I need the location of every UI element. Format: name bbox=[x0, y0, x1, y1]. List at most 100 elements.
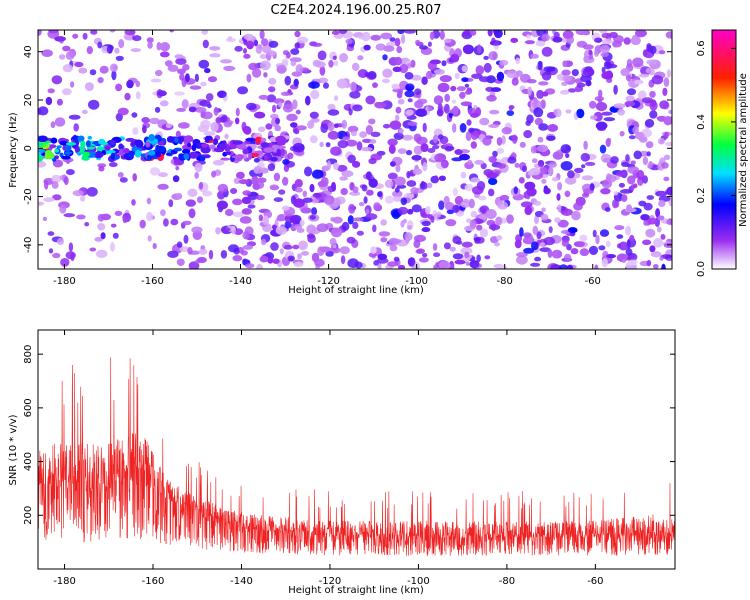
spectrogram-cell bbox=[232, 255, 243, 262]
spectrogram-cell bbox=[383, 45, 395, 52]
spectrogram-cell bbox=[583, 140, 588, 150]
spectrogram-signal-cell bbox=[174, 137, 179, 143]
snr-x-tick-label: -80 bbox=[499, 576, 515, 587]
spectrogram-cell bbox=[54, 36, 66, 42]
spectrogram-cell bbox=[459, 153, 470, 161]
spectrogram-cell bbox=[415, 39, 421, 45]
spectrogram-cell bbox=[117, 107, 129, 116]
spectrogram-signal-cell bbox=[61, 155, 71, 160]
spectrogram-cell bbox=[175, 166, 180, 171]
spectrogram-cell bbox=[330, 217, 335, 222]
spectrogram-cell bbox=[506, 214, 514, 224]
spectrogram-signal-cell bbox=[260, 142, 269, 148]
spectrogram-signal-cell bbox=[232, 140, 244, 145]
spectrogram-cell bbox=[444, 103, 450, 114]
spectrogram-cell bbox=[557, 181, 563, 191]
spectrogram-cell bbox=[387, 172, 398, 180]
spectrogram-cell bbox=[461, 65, 468, 73]
spectrogram-cell bbox=[68, 114, 81, 120]
spectrogram-cell bbox=[452, 123, 457, 133]
spectrogram-cell bbox=[352, 186, 359, 194]
spectrogram-cell bbox=[425, 206, 431, 215]
spectrogram-cell bbox=[421, 220, 431, 227]
spectrogram-cell bbox=[567, 170, 575, 179]
spectrogram-cell bbox=[280, 91, 291, 97]
spectrogram-cell bbox=[391, 83, 400, 90]
spectrogram-cell bbox=[414, 234, 426, 242]
spectrogram-cell bbox=[377, 253, 388, 260]
spectrogram-cell bbox=[132, 173, 137, 182]
spectrogram-cell bbox=[191, 226, 203, 234]
spectrogram-cell bbox=[110, 242, 115, 252]
spectrogram-cell bbox=[418, 257, 429, 263]
spectrogram-cell bbox=[467, 159, 473, 166]
spectrogram-cell bbox=[159, 100, 169, 107]
spectrogram-cell bbox=[132, 35, 142, 42]
spectrogram-cell bbox=[81, 109, 88, 115]
spectrogram-cell bbox=[426, 182, 433, 189]
spectrogram-cell bbox=[560, 161, 573, 171]
spectrogram-signal-cell bbox=[155, 151, 162, 158]
spectrogram-cell bbox=[642, 49, 648, 57]
spectrogram-cell bbox=[392, 196, 403, 202]
spectrogram-cell bbox=[395, 114, 400, 121]
spectrogram-cell bbox=[646, 59, 657, 65]
spectrogram-cell bbox=[571, 210, 581, 221]
spectrogram-cell bbox=[468, 198, 475, 209]
spectrogram-cell bbox=[599, 229, 610, 237]
spectrogram-cell bbox=[154, 106, 161, 113]
spectrogram-cell bbox=[433, 69, 445, 75]
spectrogram-signal-cell bbox=[248, 152, 253, 160]
spectrogram-cell bbox=[564, 176, 577, 185]
spectrogram-cell bbox=[511, 77, 519, 86]
spectrogram-cell bbox=[354, 261, 363, 269]
spectrogram-cell bbox=[625, 248, 633, 256]
spectrogram-cell bbox=[370, 131, 381, 137]
spectrogram-cell bbox=[626, 204, 633, 213]
spectrogram-cell bbox=[174, 91, 185, 96]
spectrogram-cell bbox=[530, 241, 539, 251]
spectrogram-cell bbox=[310, 89, 320, 100]
spectrogram-cell bbox=[327, 130, 340, 140]
spectrogram-cell bbox=[543, 187, 551, 195]
spectrogram-cell bbox=[98, 165, 105, 172]
spectrogram-cell bbox=[562, 30, 574, 39]
spectrogram-cell bbox=[211, 170, 217, 178]
spectrogram-cell bbox=[384, 179, 394, 188]
spectrogram-cell bbox=[484, 255, 491, 260]
spectrogram-cell bbox=[411, 155, 422, 161]
spectrogram-cell bbox=[147, 235, 152, 242]
spectrogram-cell bbox=[294, 42, 300, 49]
spectrogram-signal-cell bbox=[38, 135, 48, 143]
spectrogram-cell bbox=[175, 58, 187, 65]
spectrogram-cell bbox=[352, 217, 364, 222]
spectrogram-cell bbox=[363, 196, 368, 204]
spectrogram-cell bbox=[377, 191, 383, 198]
spectrogram-cell bbox=[258, 94, 269, 100]
spectrogram-cell bbox=[488, 188, 495, 197]
spectrogram-cell bbox=[54, 117, 66, 127]
spectrogram-cell bbox=[425, 70, 433, 80]
spectrogram-cell bbox=[450, 53, 460, 63]
spectrogram-cell bbox=[543, 66, 556, 72]
spectrogram-cell bbox=[97, 213, 105, 222]
spectrogram-cell bbox=[462, 44, 474, 55]
spectrogram-cell bbox=[452, 105, 459, 115]
spectrogram-cell bbox=[460, 201, 471, 208]
spectrogram-cell bbox=[97, 77, 104, 84]
spectrogram-cell bbox=[200, 111, 206, 119]
spectrogram-cell bbox=[114, 47, 120, 54]
spectrogram-cell bbox=[646, 43, 652, 50]
spectrogram-cell bbox=[433, 252, 441, 257]
spectrogram-cell bbox=[185, 73, 190, 83]
spectrogram-cell bbox=[663, 154, 671, 160]
spectrogram-signal-cell bbox=[38, 149, 46, 153]
spectrogram-cell bbox=[574, 167, 584, 173]
spectrogram-cell bbox=[406, 180, 417, 187]
colorbar-gradient bbox=[711, 29, 737, 270]
spectrogram-cell bbox=[548, 161, 557, 168]
spectrogram-cell bbox=[613, 84, 618, 95]
spectrogram-cell bbox=[508, 105, 515, 110]
spectrogram-cell bbox=[606, 63, 618, 69]
spectrogram-signal-cell bbox=[64, 151, 73, 155]
